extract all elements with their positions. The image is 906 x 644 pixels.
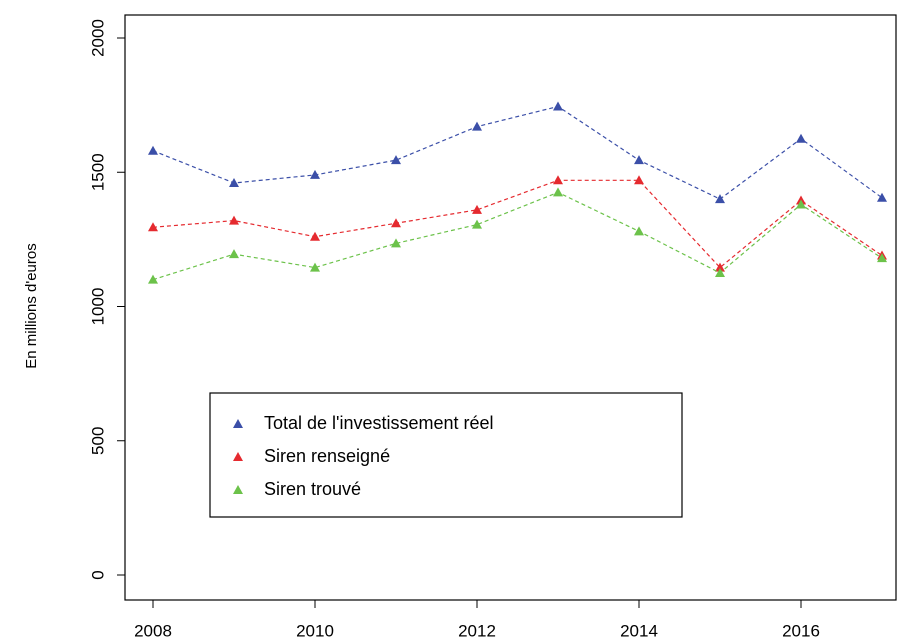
legend: Total de l'investissement réel Siren rens…: [209, 392, 683, 518]
data-point: [229, 177, 239, 187]
data-point: [553, 101, 563, 111]
data-point: [472, 204, 482, 214]
data-point: [310, 231, 320, 241]
data-point: [877, 253, 887, 263]
x-tick-label: 2016: [782, 621, 820, 640]
data-point: [229, 249, 239, 259]
data-point: [634, 226, 644, 236]
legend-label: Total de l'investissement réel: [264, 413, 494, 433]
x-tick-label: 2014: [620, 621, 658, 640]
data-point: [553, 175, 563, 185]
data-point: [796, 199, 806, 209]
data-point: [310, 262, 320, 272]
legend-label: Siren trouvé: [264, 479, 361, 499]
data-point: [715, 262, 725, 272]
legend-box: [209, 392, 683, 518]
y-tick-label: 1500: [88, 153, 107, 191]
y-tick-label: 0: [88, 570, 107, 579]
data-point: [553, 187, 563, 197]
data-point: [391, 218, 401, 228]
y-tick-label: 2000: [88, 19, 107, 57]
data-point: [229, 215, 239, 225]
data-point: [796, 133, 806, 143]
data-point: [310, 169, 320, 179]
data-point: [877, 192, 887, 202]
x-tick-label: 2010: [296, 621, 334, 640]
y-tick-label: 500: [88, 427, 107, 455]
data-point: [634, 155, 644, 165]
data-point: [148, 274, 158, 284]
x-tick-label: 2008: [134, 621, 172, 640]
data-point: [391, 155, 401, 165]
data-point: [148, 145, 158, 155]
data-point: [634, 175, 644, 185]
y-tick-label: 1000: [88, 288, 107, 326]
series-line: [152, 191, 883, 281]
data-point: [391, 238, 401, 248]
data-point: [472, 121, 482, 131]
series-line: [152, 105, 883, 200]
legend-marker: [233, 419, 243, 428]
data-point: [715, 194, 725, 204]
data-point: [148, 222, 158, 232]
legend-marker: [233, 485, 243, 494]
legend-marker: [233, 452, 243, 461]
series-line: [152, 179, 883, 269]
x-tick-label: 2012: [458, 621, 496, 640]
data-point: [715, 267, 725, 277]
legend-label: Siren renseigné: [264, 446, 390, 466]
y-axis-label: En millions d'euros: [23, 243, 40, 368]
data-point: [472, 219, 482, 229]
